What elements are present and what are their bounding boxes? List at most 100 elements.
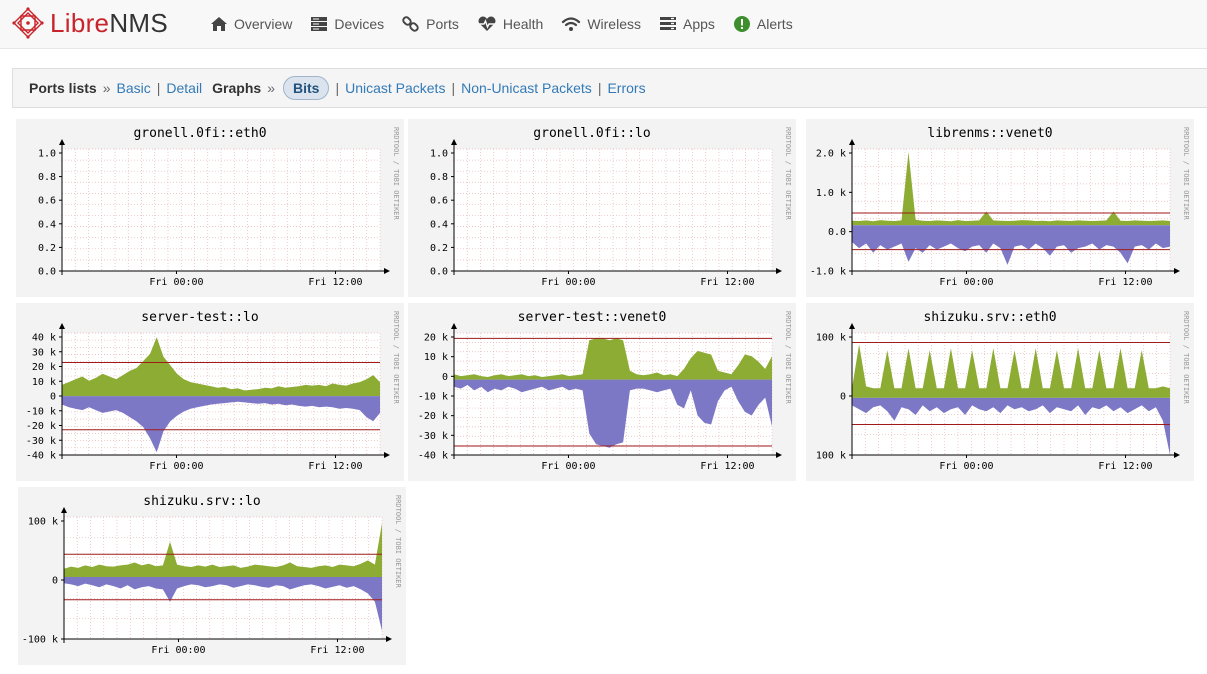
- errors-link[interactable]: Errors: [607, 80, 646, 96]
- y-axis-arrow: [451, 139, 457, 145]
- ports-toolbar: Ports lists » Basic | Detail Graphs » Bi…: [12, 68, 1207, 108]
- detail-link[interactable]: Detail: [166, 80, 203, 96]
- x-tick-label: Fri 00:00: [151, 645, 205, 656]
- graph-gronell-lo[interactable]: gronell.0fi::lo RRDTOOL / TOBI OETIKER 1.0…: [408, 119, 796, 297]
- y-tick-label: 0.6: [38, 196, 56, 207]
- pipe-separator: |: [451, 80, 456, 96]
- y-tick-label: 2.0 k: [816, 149, 846, 160]
- nav-overview[interactable]: Overview: [210, 16, 292, 32]
- graph-title: librenms::venet0: [927, 126, 1052, 141]
- graph-title: gronell.0fi::lo: [533, 126, 650, 141]
- graph-gronell-eth0[interactable]: gronell.0fi::eth0 RRDTOOL / TOBI OETIKER 1…: [16, 119, 404, 297]
- y-tick-label: 0.4: [430, 219, 448, 230]
- wifi-icon: [562, 17, 581, 31]
- series-out-area: [852, 225, 1170, 265]
- graph-side-label: RRDTOOL / TOBI OETIKER: [784, 311, 792, 405]
- x-tick-label: Fri 12:00: [308, 461, 362, 472]
- graph-svg: gronell.0fi::lo RRDTOOL / TOBI OETIKER 1.0…: [408, 119, 796, 297]
- x-tick-label: Fri 12:00: [1098, 461, 1152, 472]
- series-in-area: [454, 338, 772, 380]
- pipe-separator: |: [335, 80, 340, 96]
- y-tick-label: 10 k: [424, 352, 448, 363]
- nav-apps[interactable]: Apps: [659, 16, 715, 32]
- graph-title: shizuku.srv::eth0: [923, 310, 1056, 325]
- nav-overview-label: Overview: [234, 16, 293, 32]
- brand-nms-text: NMS: [109, 7, 169, 38]
- y-tick-label: 0.2: [38, 243, 56, 254]
- y-tick-label: 100 k: [28, 517, 58, 528]
- graph-shizuku-eth0[interactable]: shizuku.srv::eth0 RRDTOOL / TOBI OETIKER 1…: [806, 303, 1194, 481]
- graph-svg: server-test::venet0 RRDTOOL / TOBI OETIKE…: [408, 303, 796, 481]
- nav-alerts[interactable]: Alerts: [733, 15, 793, 33]
- x-axis-arrow: [1174, 452, 1180, 458]
- nav-wireless[interactable]: Wireless: [561, 16, 641, 32]
- x-tick-label: Fri 00:00: [541, 277, 595, 288]
- y-tick-label: 0.0: [430, 267, 448, 278]
- graph-server-test-lo[interactable]: server-test::lo RRDTOOL / TOBI OETIKER 40 …: [16, 303, 404, 481]
- y-tick-label: 0: [50, 392, 56, 403]
- x-tick-label: Fri 12:00: [1098, 277, 1152, 288]
- graph-svg: librenms::venet0 RRDTOOL / TOBI OETIKER 2.…: [806, 119, 1194, 297]
- unicast-packets-link[interactable]: Unicast Packets: [345, 80, 446, 96]
- y-tick-label: 0: [442, 372, 448, 383]
- brand-logo[interactable]: LibreNMS: [12, 6, 168, 40]
- y-axis-arrow: [61, 507, 67, 513]
- y-tick-label: -20 k: [26, 421, 56, 432]
- y-tick-label: 20 k: [32, 362, 56, 373]
- y-tick-label: -1.0 k: [810, 267, 846, 278]
- nav-ports-label: Ports: [426, 16, 459, 32]
- apps-icon: [659, 17, 676, 30]
- y-tick-label: 1.0: [38, 149, 56, 160]
- graph-side-label: RRDTOOL / TOBI OETIKER: [394, 495, 402, 589]
- y-tick-label: 0.0: [828, 227, 846, 238]
- home-icon: [211, 17, 227, 31]
- graphs-label: Graphs: [212, 80, 262, 96]
- y-tick-label: 0.2: [430, 243, 448, 254]
- x-tick-label: Fri 00:00: [939, 277, 993, 288]
- series-in-area: [852, 344, 1170, 398]
- graph-title: gronell.0fi::eth0: [133, 126, 266, 141]
- bits-button[interactable]: Bits: [282, 76, 330, 100]
- x-axis-arrow: [776, 452, 782, 458]
- nav-ports[interactable]: Ports: [402, 16, 459, 32]
- series-in-area: [62, 337, 380, 397]
- graph-shizuku-lo[interactable]: shizuku.srv::lo RRDTOOL / TOBI OETIKER 100…: [18, 487, 406, 665]
- y-tick-label: 0.6: [430, 196, 448, 207]
- non-unicast-packets-link[interactable]: Non-Unicast Packets: [461, 80, 592, 96]
- graph-side-label: RRDTOOL / TOBI OETIKER: [392, 311, 400, 405]
- basic-link[interactable]: Basic: [116, 80, 151, 96]
- nav-wireless-label: Wireless: [587, 16, 641, 32]
- x-tick-label: Fri 00:00: [541, 461, 595, 472]
- top-navbar: LibreNMS Overview Devices Ports Health W…: [0, 0, 1207, 49]
- graph-librenms-venet0[interactable]: librenms::venet0 RRDTOOL / TOBI OETIKER 2.…: [806, 119, 1194, 297]
- link-icon: [402, 16, 419, 32]
- y-tick-label: 40 k: [32, 333, 56, 344]
- graph-title: shizuku.srv::lo: [143, 494, 260, 509]
- y-tick-label: 1.0 k: [816, 188, 846, 199]
- x-tick-label: Fri 00:00: [149, 277, 203, 288]
- y-tick-label: 100 k: [816, 451, 846, 462]
- x-tick-label: Fri 12:00: [700, 461, 754, 472]
- y-tick-label: 1.0: [430, 149, 448, 160]
- y-tick-label: 20 k: [424, 333, 448, 344]
- x-tick-label: Fri 12:00: [308, 277, 362, 288]
- librenms-logo-icon: [12, 7, 44, 39]
- nav-health[interactable]: Health: [477, 16, 543, 32]
- y-tick-label: 0: [840, 392, 846, 403]
- series-out-area: [454, 379, 772, 448]
- nav-devices-label: Devices: [334, 16, 385, 32]
- ports-lists-label: Ports lists: [29, 80, 97, 96]
- y-tick-label: -100 k: [22, 635, 58, 646]
- y-axis-arrow: [849, 323, 855, 329]
- graph-server-test-venet0[interactable]: server-test::venet0 RRDTOOL / TOBI OETIKE…: [408, 303, 796, 481]
- x-axis-arrow: [384, 268, 390, 274]
- y-tick-label: 30 k: [32, 347, 56, 358]
- x-axis-arrow: [386, 636, 392, 642]
- x-tick-label: Fri 12:00: [700, 277, 754, 288]
- series-out-area: [62, 396, 380, 453]
- series-out-area: [852, 397, 1170, 455]
- nav-devices[interactable]: Devices: [310, 16, 384, 32]
- y-tick-label: -10 k: [418, 392, 448, 403]
- graph-title: server-test::lo: [141, 310, 258, 325]
- graph-side-label: RRDTOOL / TOBI OETIKER: [1182, 127, 1190, 221]
